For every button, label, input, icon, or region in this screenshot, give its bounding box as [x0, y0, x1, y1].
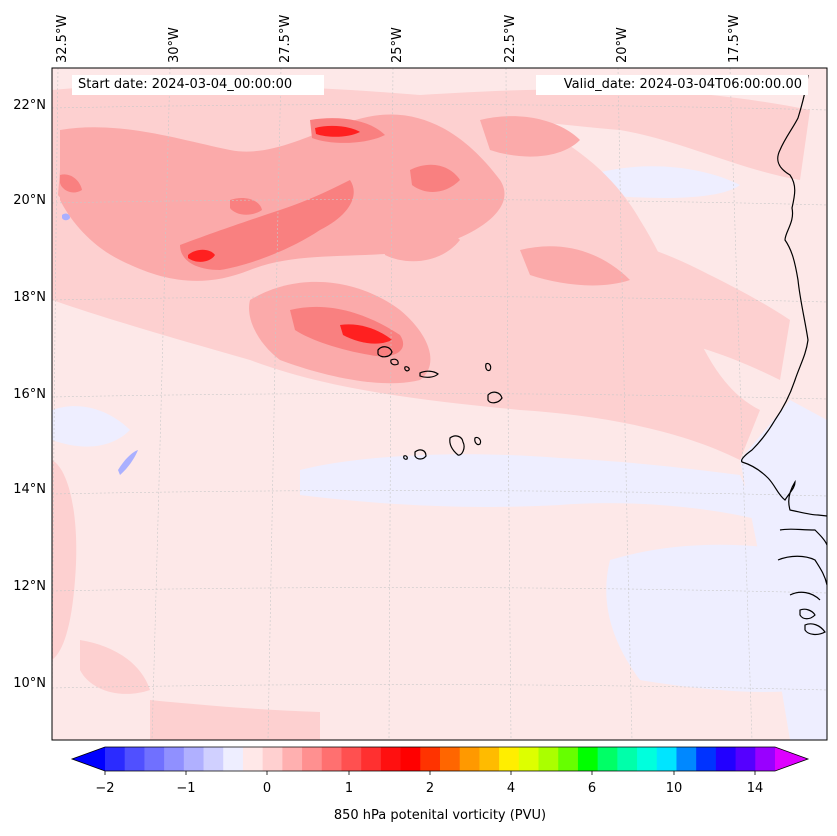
lon-label: 27.5°W [278, 14, 293, 63]
lon-label: 32.5°W [55, 14, 70, 63]
lat-label: 22°N [13, 98, 46, 113]
colorbar-segment [676, 747, 697, 771]
colorbar-segment [183, 747, 205, 771]
colorbar-segment [105, 747, 126, 771]
colorbar-segment [577, 747, 599, 771]
colorbar [70, 746, 810, 775]
colorbar-segment [400, 747, 421, 771]
colorbar-segment [321, 747, 342, 771]
colorbar-tick: 4 [506, 781, 516, 796]
colorbar-tick: 1 [344, 781, 354, 796]
colorbar-segment [203, 747, 224, 771]
colorbar-segment [696, 747, 717, 771]
colorbar-segment [479, 747, 500, 771]
lon-label: 20°W [615, 27, 630, 63]
colorbar-segment [223, 747, 244, 771]
colorbar-tick: 0 [262, 781, 272, 796]
colorbar-tick: 6 [587, 781, 597, 796]
cape-verde-islands [377, 346, 503, 460]
colorbar-tick: 14 [746, 781, 764, 796]
colorbar-segment [420, 747, 441, 771]
colorbar-segment [617, 747, 638, 771]
lat-label: 14°N [13, 482, 46, 497]
colorbar-segment [656, 747, 677, 771]
lat-label: 10°N [13, 676, 46, 691]
colorbar-segment [538, 747, 559, 771]
map-frame [51, 67, 828, 741]
colorbar-tick: −2 [95, 781, 115, 796]
colorbar-segment [164, 747, 185, 771]
lat-label: 12°N [13, 579, 46, 594]
colorbar-segment [361, 747, 382, 771]
colorbar-segment [380, 747, 402, 771]
colorbar-segment [637, 747, 658, 771]
colorbar-segment [558, 747, 579, 771]
colorbar-segment [459, 747, 480, 771]
valid-date-label: Valid_date: 2024-03-04T06:00:00.00 [536, 75, 808, 95]
colorbar-extend-high [775, 747, 808, 771]
colorbar-segment [755, 747, 776, 771]
colorbar-segment [735, 747, 756, 771]
map-field [52, 68, 827, 740]
colorbar-segment [499, 747, 520, 771]
lat-label: 16°N [13, 387, 46, 402]
colorbar-segment [282, 747, 303, 771]
colorbar-segment [440, 747, 461, 771]
colorbar-tick: 10 [665, 781, 683, 796]
lon-label: 30°W [167, 27, 182, 63]
lon-label: 17.5°W [727, 14, 742, 63]
colorbar-label: 850 hPa potenital vorticity (PVU) [333, 808, 547, 823]
coastline [740, 74, 828, 636]
colorbar-segment [715, 747, 737, 771]
map-gridlines [51, 67, 828, 741]
colorbar-tick: 2 [425, 781, 435, 796]
colorbar-segment [341, 747, 362, 771]
colorbar-segment [597, 747, 618, 771]
lon-label: 25°W [390, 27, 405, 63]
colorbar-segment [242, 747, 264, 771]
colorbar-extend-low [72, 747, 105, 771]
lon-label: 22.5°W [503, 14, 518, 63]
lat-label: 18°N [13, 290, 46, 305]
colorbar-segment [262, 747, 283, 771]
colorbar-tick: −1 [176, 781, 196, 796]
colorbar-segment [144, 747, 165, 771]
colorbar-segment [302, 747, 323, 771]
colorbar-segment [518, 747, 540, 771]
lat-label: 20°N [13, 193, 46, 208]
colorbar-segment [124, 747, 145, 771]
start-date-label: Start date: 2024-03-04_00:00:00 [72, 75, 324, 95]
